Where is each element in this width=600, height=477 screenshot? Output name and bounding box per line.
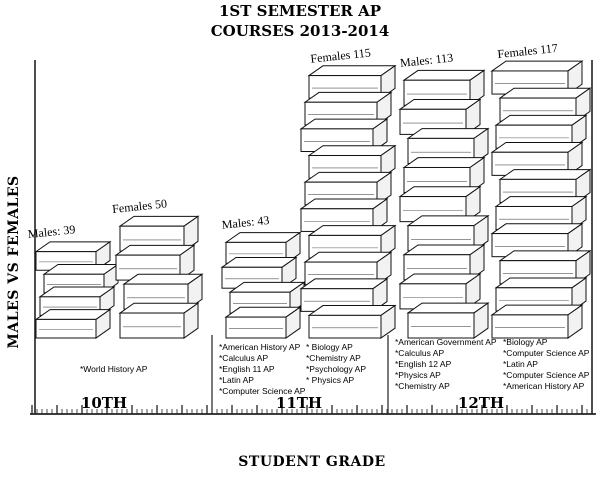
book-top (494, 196, 588, 207)
data-label-males-2: Males: 43 (221, 213, 270, 232)
book-top (498, 250, 592, 262)
book-top (303, 251, 393, 263)
stack-females-1 (114, 215, 204, 339)
course-item: *World History AP (80, 364, 148, 374)
book-top (490, 223, 584, 235)
data-label-males-1: Males: 39 (27, 222, 76, 241)
course-item: *English 12 AP (395, 359, 452, 369)
stack-males-2 (220, 231, 306, 339)
book-top (307, 305, 397, 316)
grade-label-1: 10TH (81, 394, 127, 412)
grade-label-2: 11TH (276, 394, 322, 412)
book-top (490, 60, 584, 72)
axis-ruler (30, 405, 596, 415)
stack-males-1 (34, 240, 120, 339)
book-top (303, 91, 393, 103)
book-top (299, 278, 389, 290)
book-spine (407, 312, 475, 339)
book-top (307, 65, 397, 77)
data-label-males-3: Males: 113 (399, 50, 453, 69)
course-item: *Physics AP (395, 370, 441, 380)
book-top (490, 304, 584, 316)
stack-females-2 (299, 64, 397, 339)
book-top (303, 171, 393, 183)
course-item: *Computer Science AP (503, 348, 590, 358)
book-top (494, 277, 588, 289)
course-item: *American Government AP (395, 337, 497, 347)
course-item: * Physics AP (306, 375, 355, 385)
book-top (494, 114, 588, 126)
grade-labels: 10TH 11TH 12TH (81, 394, 504, 412)
book-top (307, 145, 397, 157)
course-item: *Computer Science AP (219, 386, 306, 396)
data-label-females-2: Females 115 (310, 45, 372, 65)
book-top (307, 225, 397, 236)
book-spine (491, 314, 569, 339)
data-labels: Males: 39 Females 50 Males: 43 Females 115 M… (27, 41, 558, 241)
course-item: *Computer Science AP (503, 370, 590, 380)
course-item: *Psychology AP (306, 364, 366, 374)
course-item: *Calculus AP (395, 348, 444, 358)
course-item: *Biology AP (503, 337, 548, 347)
book-spine (225, 316, 287, 339)
stack-males-3 (398, 69, 490, 339)
course-lists: *World History AP*American History AP*Ca… (80, 337, 590, 396)
course-item: *Chemistry AP (395, 381, 450, 391)
book-top (490, 141, 584, 153)
course-item: *Latin AP (503, 359, 538, 369)
x-axis-label: STUDENT GRADE (238, 454, 385, 470)
book-spine (119, 312, 185, 339)
course-item: *American History AP (219, 342, 301, 352)
course-item: *Latin AP (219, 375, 254, 385)
data-label-females-3: Females 117 (497, 41, 559, 61)
book-spine (35, 318, 97, 339)
y-axis-label: MALES VS FEMALES (6, 175, 22, 348)
course-item: * Biology AP (306, 342, 353, 352)
course-item: *Calculus AP (219, 353, 268, 363)
book-top (299, 118, 389, 130)
book-top (498, 87, 592, 99)
grade-label-3: 12TH (458, 394, 504, 412)
plot-frame (34, 60, 593, 414)
book-top (299, 198, 389, 210)
course-item: *American History AP (503, 381, 585, 391)
book-top (498, 169, 592, 180)
book-spine (308, 314, 382, 339)
course-item: *Chemistry AP (306, 353, 361, 363)
chart-title-line-2: COURSES 2013-2014 (211, 22, 390, 40)
course-item: *English 11 AP (219, 364, 275, 374)
data-label-females-1: Females 50 (112, 196, 168, 216)
stack-females-3 (490, 60, 592, 339)
book-stacks (34, 60, 592, 339)
chart-title-line-1: 1ST SEMESTER AP (219, 2, 381, 20)
